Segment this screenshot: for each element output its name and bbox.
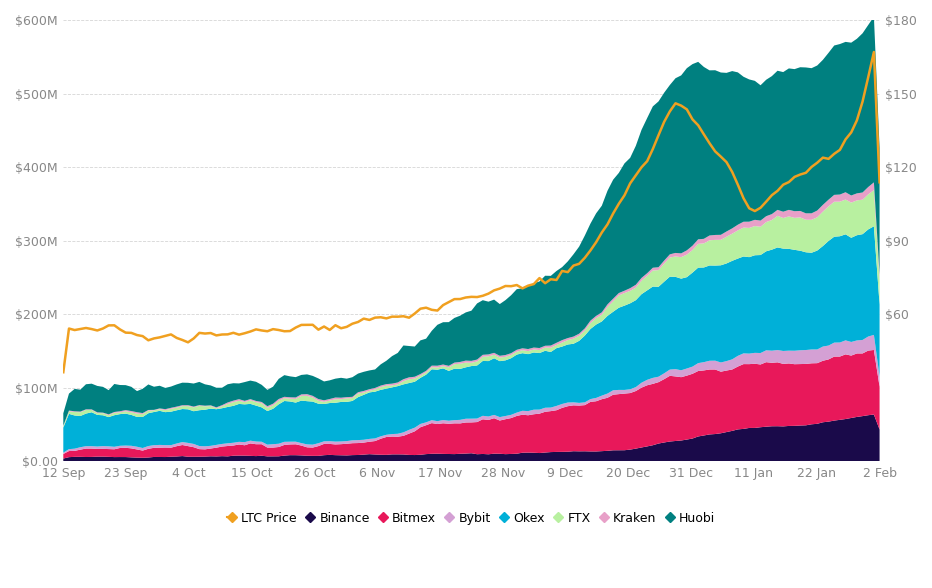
Legend: LTC Price, Binance, Bitmex, Bybit, Okex, FTX, Kraken, Huobi: LTC Price, Binance, Bitmex, Bybit, Okex,… [223,507,720,530]
